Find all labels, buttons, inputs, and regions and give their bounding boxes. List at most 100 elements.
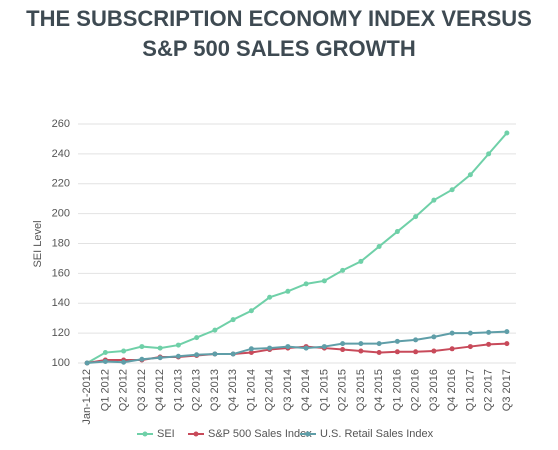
y-tick-label: 180 [52, 237, 70, 249]
point [467, 344, 473, 350]
point [486, 151, 492, 157]
point [248, 350, 254, 356]
point [449, 330, 455, 336]
legend-label: S&P 500 Sales Index [208, 428, 312, 440]
point [504, 329, 510, 335]
point [340, 341, 346, 347]
x-tick-label: Q2 2012 [118, 369, 130, 411]
point [431, 334, 437, 340]
point [504, 341, 510, 347]
x-tick-label: Q3 2013 [209, 369, 221, 411]
x-tick-label: Q2 2015 [337, 369, 349, 411]
y-tick-label: 160 [52, 267, 70, 279]
point [321, 278, 327, 284]
point [358, 348, 364, 354]
point [267, 294, 273, 300]
x-tick-label: Q1 2013 [172, 369, 184, 411]
point [84, 360, 90, 366]
point [267, 345, 273, 351]
x-tick-label: Q1 2012 [99, 369, 111, 411]
y-tick-label: 240 [52, 148, 70, 160]
point [413, 349, 419, 355]
legend-swatch [193, 431, 199, 437]
point [358, 258, 364, 264]
point [194, 335, 200, 341]
x-tick-label: Q4 2015 [373, 369, 385, 411]
point [394, 229, 400, 235]
point [321, 344, 327, 350]
point [303, 281, 309, 287]
point [394, 349, 400, 355]
point [212, 327, 218, 333]
legend-swatch [142, 431, 148, 437]
x-tick-label: Q1 2016 [391, 369, 403, 411]
point [504, 130, 510, 136]
point [413, 214, 419, 220]
chart-title: THE SUBSCRIPTION ECONOMY INDEX VERSUS [26, 6, 532, 31]
point [486, 341, 492, 347]
point [303, 345, 309, 351]
legend-swatch [305, 431, 311, 437]
point [230, 317, 236, 323]
point [285, 288, 291, 294]
x-tick-label: Q2 2013 [191, 369, 203, 411]
point [376, 243, 382, 249]
y-axis-label: SEI Level [32, 220, 44, 267]
x-tick-label: Q3 2015 [355, 369, 367, 411]
series-line [87, 330, 507, 364]
x-tick-label: Q1 2017 [464, 369, 476, 411]
point [139, 356, 145, 362]
point [230, 351, 236, 357]
point [340, 267, 346, 273]
x-tick-label: Q4 2014 [300, 369, 312, 411]
x-tick-label: Q4 2013 [227, 369, 239, 411]
point [157, 345, 163, 351]
point [157, 355, 163, 361]
point [486, 329, 492, 335]
point [394, 338, 400, 344]
chart-title: S&P 500 SALES GROWTH [142, 36, 415, 61]
x-tick-label: Q2 2014 [264, 369, 276, 411]
point [358, 341, 364, 347]
x-tick-label: Q1 2014 [245, 369, 257, 411]
x-tick-label: Q3 2017 [501, 369, 513, 411]
y-tick-label: 200 [52, 208, 70, 220]
y-tick-label: 100 [52, 357, 70, 369]
x-tick-label: Q2 2016 [410, 369, 422, 411]
x-tick-label: Jan-1-2012 [81, 369, 93, 425]
point [121, 359, 127, 365]
y-tick-label: 120 [52, 327, 70, 339]
x-tick-label: Q1 2015 [318, 369, 330, 411]
point [376, 341, 382, 347]
point [102, 359, 108, 365]
point [449, 187, 455, 193]
point [212, 351, 218, 357]
point [340, 347, 346, 353]
y-tick-label: 140 [52, 297, 70, 309]
point [102, 350, 108, 356]
legend-label: SEI [157, 428, 175, 440]
point [467, 330, 473, 336]
x-tick-label: Q3 2012 [136, 369, 148, 411]
series-line [86, 132, 508, 364]
x-tick-label: Q3 2016 [428, 369, 440, 411]
x-tick-label: Q4 2016 [446, 369, 458, 411]
legend-label: U.S. Retail Sales Index [320, 428, 434, 440]
point [413, 337, 419, 343]
point [431, 197, 437, 203]
point [449, 346, 455, 352]
point [376, 350, 382, 356]
point [139, 344, 145, 350]
point [121, 348, 127, 354]
y-tick-label: 220 [52, 178, 70, 190]
point [194, 352, 200, 358]
point [285, 344, 291, 350]
point [431, 348, 437, 354]
y-tick-label: 260 [52, 118, 70, 130]
point [467, 172, 473, 178]
x-tick-label: Q4 2012 [154, 369, 166, 411]
point [248, 308, 254, 314]
point [175, 353, 181, 359]
point [175, 342, 181, 348]
